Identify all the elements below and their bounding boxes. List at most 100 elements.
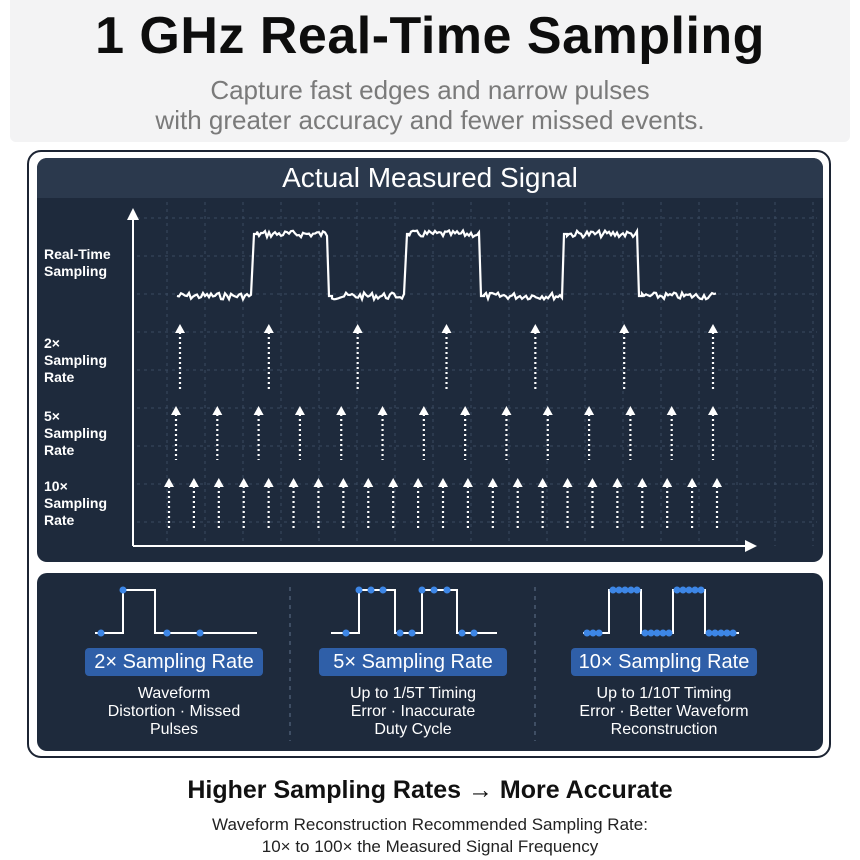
sample-arrow-head <box>288 478 299 487</box>
sample-arrow-head <box>619 324 630 333</box>
sample-dot <box>729 629 737 637</box>
sample-arrow-head <box>263 478 274 487</box>
sample-dot <box>367 586 375 594</box>
sample-dot <box>691 586 699 594</box>
sample-arrow-head <box>562 478 573 487</box>
sample-dot <box>379 586 387 594</box>
sample-dot <box>647 629 655 637</box>
desc-10x: Up to 1/10T Timing Error · Better Wavefo… <box>579 685 749 738</box>
sample-dot <box>633 586 641 594</box>
sample-dot <box>470 629 478 637</box>
sample-dot <box>443 586 451 594</box>
sample-arrow-head <box>438 478 448 487</box>
desc-5x: Up to 1/5T Timing Error · Inaccurate Dut… <box>350 685 476 738</box>
sample-arrow-head <box>460 406 471 415</box>
signal-panel-title: Actual Measured Signal <box>37 158 823 198</box>
badge-5x: 5× Sampling Rate <box>319 648 507 676</box>
sample-dot <box>679 586 687 594</box>
sample-arrow-head <box>238 478 249 487</box>
sample-dot <box>583 629 591 637</box>
badge-2x: 2× Sampling Rate <box>85 648 263 676</box>
sample-arrow-head <box>418 406 429 415</box>
row-label-2x: 2× Sampling Rate <box>44 335 108 385</box>
sample-arrow-head <box>462 478 473 487</box>
sample-dot <box>665 629 673 637</box>
header-banner <box>10 0 850 142</box>
grid <box>137 202 817 546</box>
sample-dot <box>717 629 725 637</box>
sample-arrow-head <box>708 406 718 415</box>
pulse-waveform-2x <box>95 589 257 634</box>
sample-arrow-head <box>587 478 598 487</box>
sample-arrow-head <box>336 406 347 415</box>
sample-arrow-head <box>687 478 698 487</box>
sample-dot <box>595 629 603 637</box>
sample-arrow-head <box>612 478 623 487</box>
page-subtitle: Capture fast edges and narrow pulses wit… <box>0 75 860 135</box>
sample-arrow-head <box>413 478 424 487</box>
sample-dot <box>697 586 705 594</box>
sample-dot <box>430 586 438 594</box>
signal-panel: Actual Measured Signal Real-Time Samplin… <box>37 158 823 562</box>
sample-arrow-head <box>377 406 388 415</box>
sample-dot <box>609 586 617 594</box>
sample-dot <box>659 629 667 637</box>
sample-dot <box>458 629 466 637</box>
sample-dot <box>627 586 635 594</box>
axes <box>132 214 749 547</box>
sample-arrow-head <box>188 478 199 487</box>
desc-2x: Waveform Distortion · Missed Pulses <box>107 685 241 738</box>
sample-dot <box>653 629 661 637</box>
sample-arrow-head <box>388 478 399 487</box>
row-label-real-time: Real-Time Sampling <box>44 246 111 279</box>
sample-arrow-head <box>213 478 224 487</box>
subtitle-line-1: Capture fast edges and narrow pulses <box>210 75 650 105</box>
row-label-5x: 5× Sampling Rate <box>44 408 108 458</box>
sample-arrow-head <box>662 478 673 487</box>
sample-arrow-head <box>263 324 274 333</box>
sample-arrow-head <box>542 406 553 415</box>
sample-dot <box>355 586 363 594</box>
sample-dot <box>615 586 623 594</box>
subtitle-line-2: with greater accuracy and fewer missed e… <box>155 105 705 135</box>
sample-dot <box>342 629 350 637</box>
sample-arrow-head <box>625 406 636 415</box>
sample-arrow-head <box>637 478 648 487</box>
sample-arrow-head <box>666 406 677 415</box>
sample-arrow-head <box>253 406 264 415</box>
sample-arrow-head <box>352 324 363 333</box>
footer-title: Higher Sampling Rates → More Accurate <box>187 776 673 804</box>
sample-arrow-head <box>584 406 595 415</box>
sample-dot <box>408 629 416 637</box>
y-axis-arrow-head <box>127 208 139 220</box>
footer-subtitle: Waveform Reconstruction Recommended Samp… <box>212 815 648 856</box>
real-time-waveform <box>176 227 717 303</box>
sample-dot <box>119 586 127 594</box>
sample-arrow-head <box>708 324 718 333</box>
comparison-panel: 2× Sampling Rate Waveform Distortion · M… <box>37 573 823 751</box>
x-axis-arrow-head <box>745 540 757 552</box>
sample-dots-10x <box>583 586 737 637</box>
sample-arrow-head <box>441 324 452 333</box>
comparison-diagram <box>95 586 739 741</box>
sample-arrow-head <box>171 406 181 415</box>
sample-arrow-head <box>487 478 498 487</box>
sample-arrow-head <box>501 406 512 415</box>
sample-arrow-head <box>530 324 541 333</box>
sample-dot <box>418 586 426 594</box>
sample-arrow-head <box>338 478 349 487</box>
sample-dot <box>621 586 629 594</box>
sample-arrows-10x <box>164 478 722 530</box>
sample-dot <box>196 629 204 637</box>
sample-dot <box>396 629 404 637</box>
sample-dot <box>705 629 713 637</box>
signal-diagram <box>127 202 817 552</box>
sample-dot <box>711 629 719 637</box>
badge-10x: 10× Sampling Rate <box>571 648 757 676</box>
sample-arrow-head <box>164 478 174 487</box>
row-label-10x: 10× Sampling Rate <box>44 478 108 528</box>
sample-arrow-head <box>175 324 185 333</box>
sample-dot <box>685 586 693 594</box>
pulse-waveform-5x <box>331 589 497 634</box>
sample-arrows-2x <box>175 324 718 390</box>
